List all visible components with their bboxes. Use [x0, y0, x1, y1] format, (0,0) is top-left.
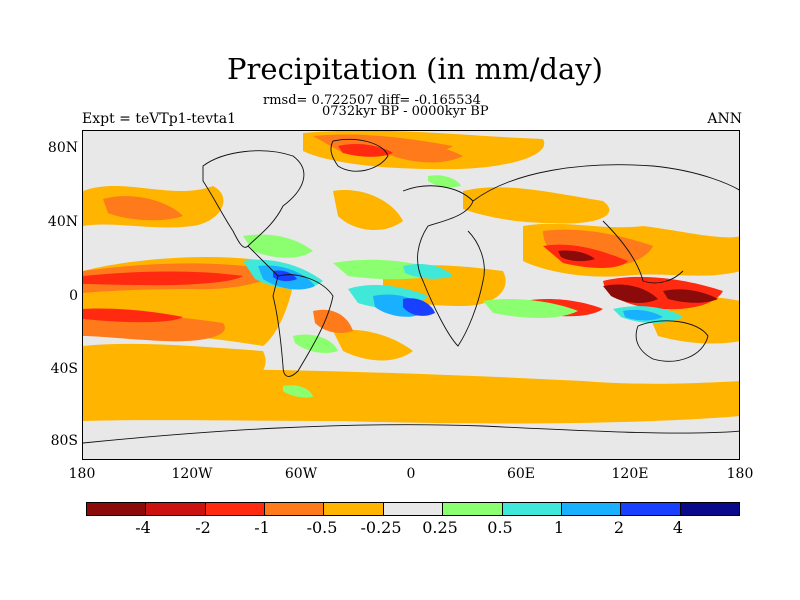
coastlines	[83, 138, 739, 444]
stats-subtitle: rmsd= 0.722507 diff= -0.165534	[263, 93, 481, 108]
colorbar-label: 0.25	[422, 518, 458, 537]
colorbar-label: -0.5	[306, 518, 338, 537]
colorbar-box	[87, 503, 147, 515]
colorbar-box	[383, 503, 444, 515]
colorbar-box	[621, 503, 681, 515]
lon-tick-0: 0	[406, 466, 416, 482]
lon-tick-180w: 180	[68, 466, 96, 482]
anomaly-layer-dark-red	[558, 250, 718, 303]
colorbar-box	[324, 503, 384, 515]
anomaly-layer-red	[83, 143, 723, 323]
colorbar-label: 1	[553, 518, 565, 537]
precipitation-anomaly-map	[83, 131, 739, 444]
colorbar-label: -2	[195, 518, 211, 537]
colorbar-label: 0.5	[487, 518, 513, 537]
map-panel	[82, 130, 740, 460]
colorbar-label: 4	[672, 518, 684, 537]
lon-tick-60e: 60E	[506, 466, 536, 482]
lon-tick-120w: 120W	[171, 466, 213, 482]
colorbar-box	[680, 503, 739, 515]
lat-tick-80s: 80S	[50, 433, 78, 449]
lat-tick-80n: 80N	[47, 140, 78, 156]
colorbar-box	[502, 503, 562, 515]
colorbar-label: 2	[613, 518, 625, 537]
colorbar	[86, 502, 740, 516]
lat-tick-40n: 40N	[47, 214, 78, 230]
colorbar-box	[443, 503, 503, 515]
anomaly-layer-blue	[273, 270, 435, 316]
season-label: ANN	[707, 111, 742, 127]
colorbar-box	[146, 503, 206, 515]
colorbar-label: -4	[135, 518, 151, 537]
colorbar-box	[561, 503, 622, 515]
colorbar-box	[265, 503, 325, 515]
colorbar-box	[205, 503, 266, 515]
colorbar-label: -1	[254, 518, 270, 537]
colorbar-label: -0.25	[360, 518, 402, 537]
period-subtitle: 0732kyr BP - 0000kyr BP	[322, 104, 489, 119]
lon-tick-120e: 120E	[611, 466, 649, 482]
map-title: Precipitation (in mm/day)	[227, 52, 603, 86]
lon-tick-180e: 180	[726, 466, 754, 482]
lon-tick-60w: 60W	[284, 466, 318, 482]
lat-tick-0: 0	[69, 288, 78, 304]
lat-tick-40s: 40S	[50, 361, 78, 377]
experiment-label: Expt = teVTp1-tevta1	[82, 111, 236, 127]
